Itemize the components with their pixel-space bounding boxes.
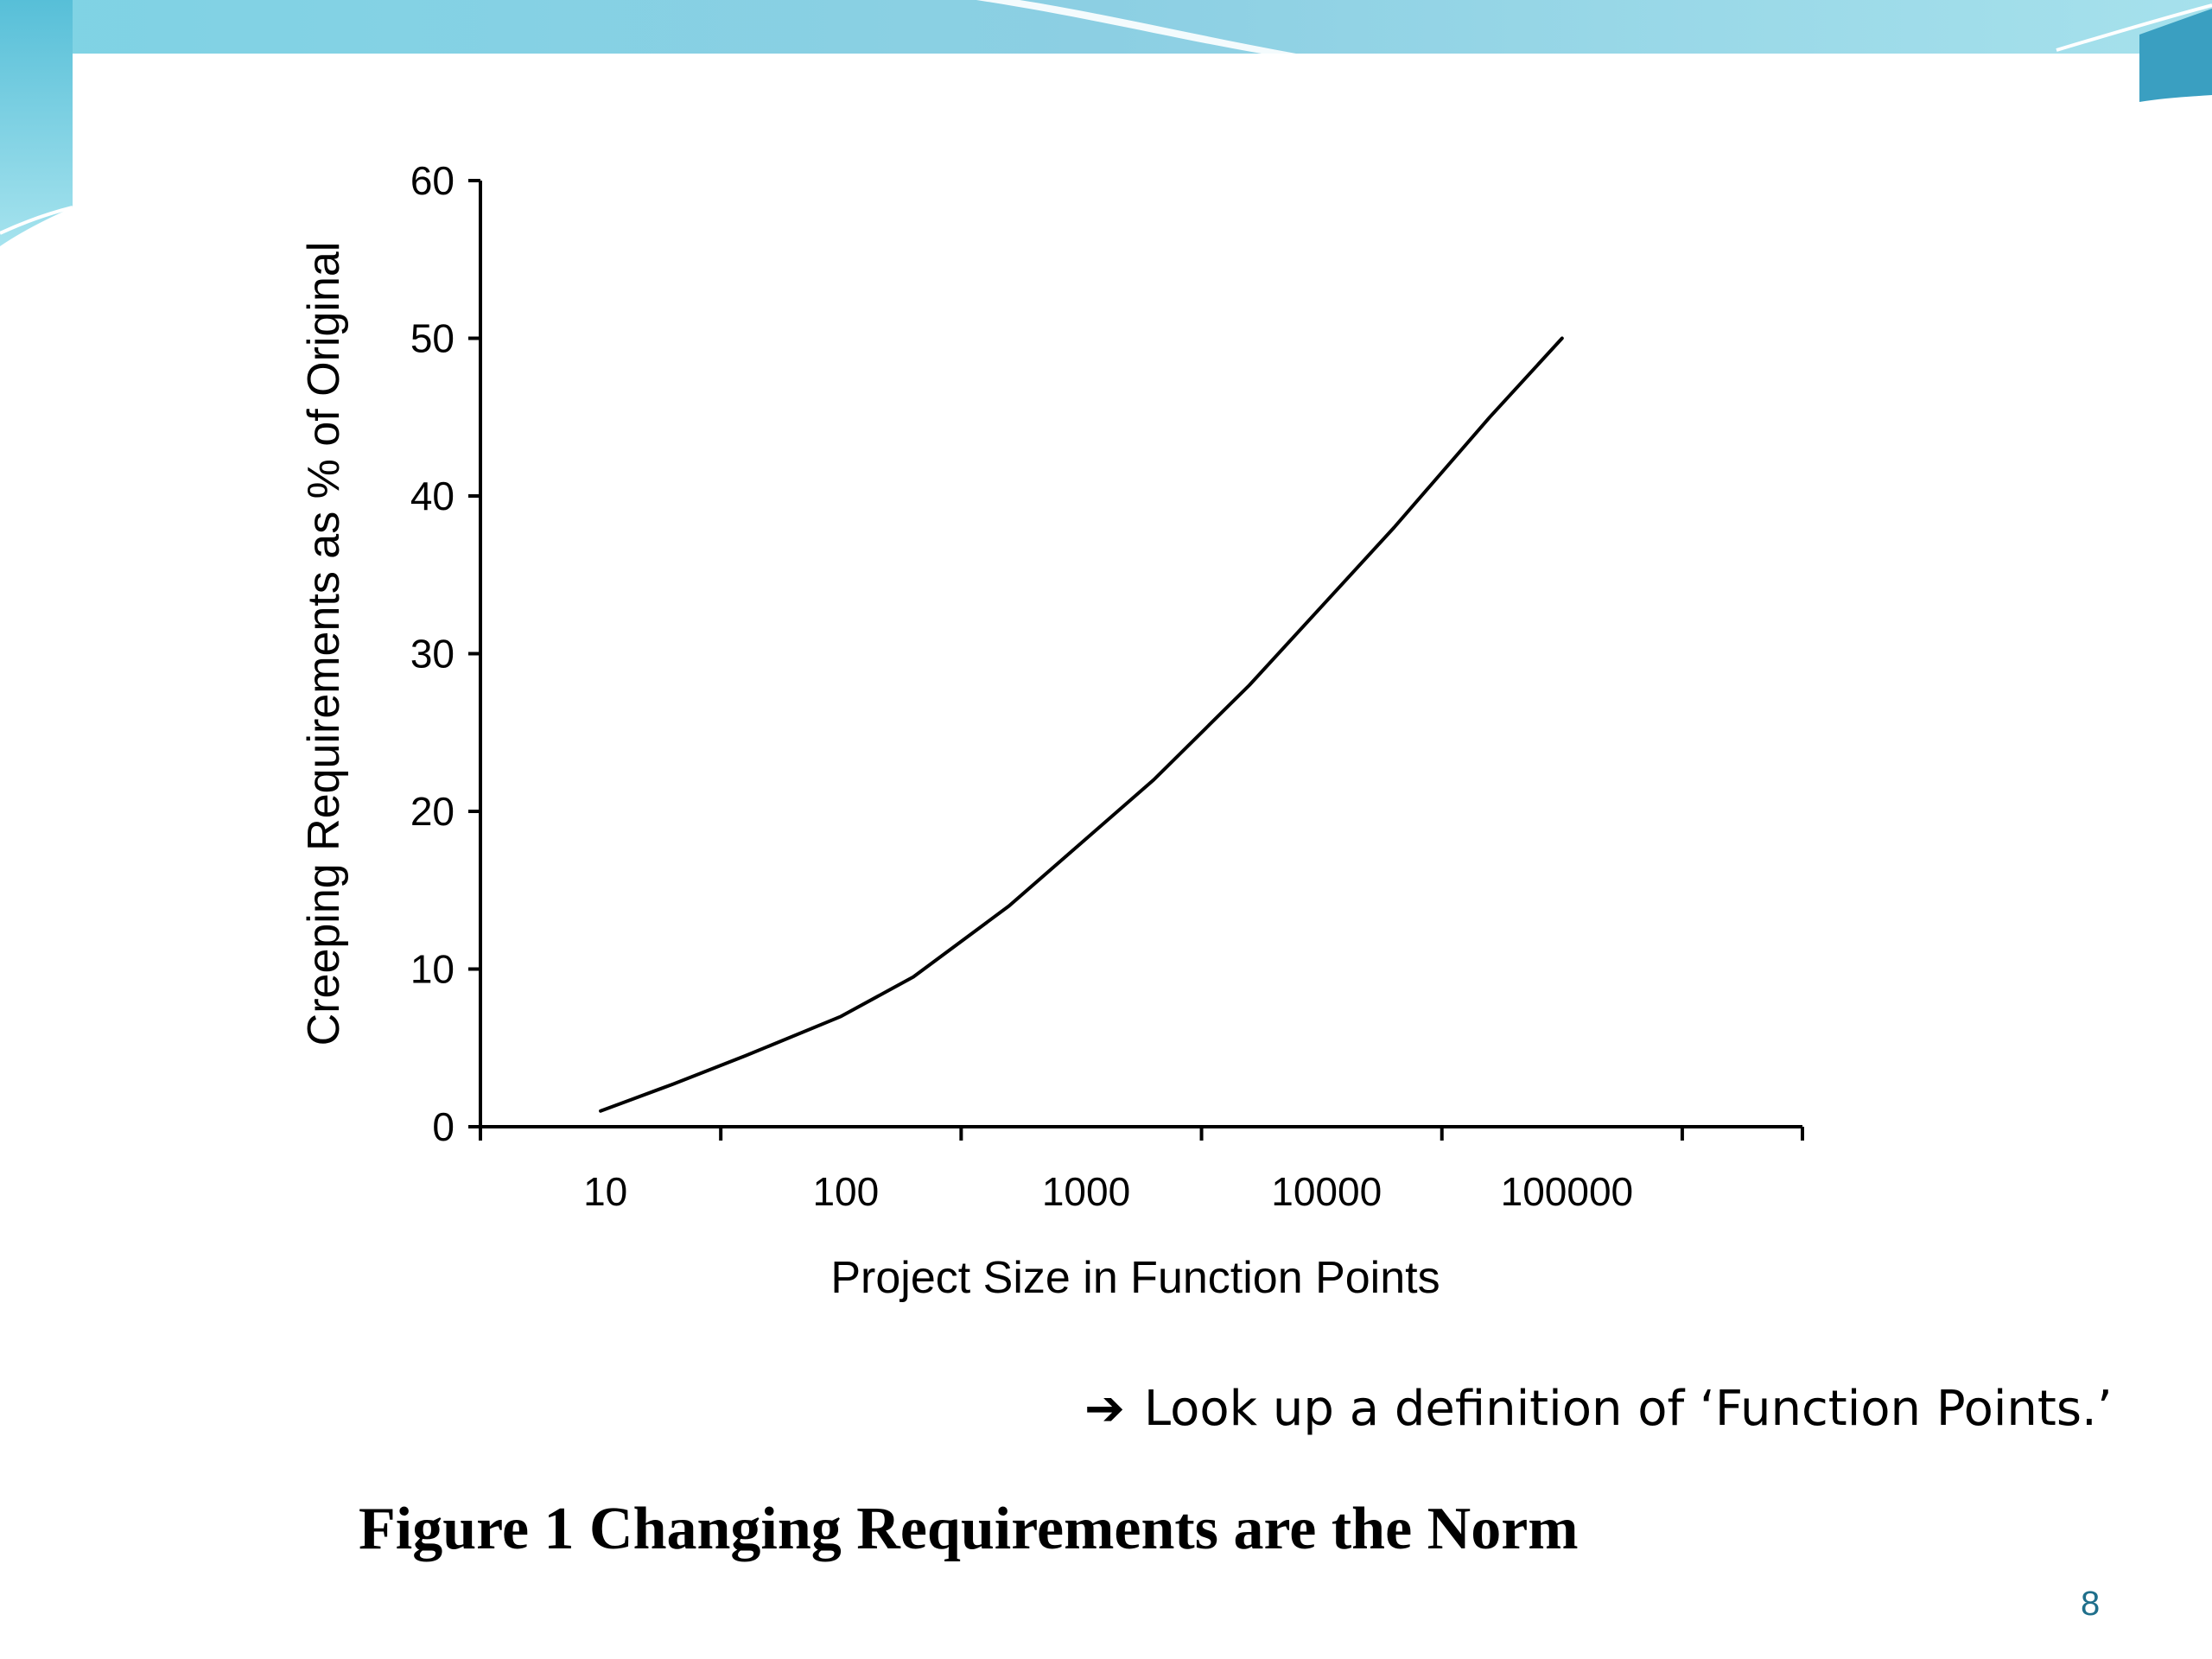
top-banner-swoosh xyxy=(976,0,1296,54)
left-wave-line xyxy=(0,206,73,235)
right-wave xyxy=(2139,9,2212,102)
y-tick-label: 20 xyxy=(410,789,454,834)
x-tick-label: 10 xyxy=(583,1169,627,1214)
page-number: 8 xyxy=(2081,1585,2101,1623)
content-panel xyxy=(73,54,2139,1659)
y-tick-label: 10 xyxy=(410,947,454,992)
y-tick-label: 40 xyxy=(410,474,454,518)
x-axis-title: Project Size in Function Points xyxy=(830,1253,1440,1303)
right-wave-line xyxy=(2056,3,2212,52)
y-tick-label: 60 xyxy=(410,158,454,203)
series-line xyxy=(599,336,1564,1113)
x-tick-label: 1000 xyxy=(1042,1169,1130,1214)
y-tick-label: 0 xyxy=(432,1104,454,1149)
y-tick-label: 30 xyxy=(410,632,454,677)
note-text: ➔ Look up a definition of ‘Function Point… xyxy=(1084,1381,2113,1437)
x-tick-label: 10000 xyxy=(1271,1169,1382,1214)
y-tick-label: 50 xyxy=(410,316,454,361)
x-tick-label: 100000 xyxy=(1501,1169,1634,1214)
note-label: Look up a definition of ‘Function Points… xyxy=(1143,1381,2113,1437)
x-tick-label: 100 xyxy=(812,1169,879,1214)
y-axis-title: Creeping Requirements as % of Original xyxy=(299,242,349,1046)
arrow-right-icon: ➔ xyxy=(1084,1381,1125,1437)
top-banner-band xyxy=(0,0,2212,54)
figure-caption: Figure 1 Changing Requirements are the N… xyxy=(359,1496,1579,1562)
left-wave xyxy=(0,0,73,246)
